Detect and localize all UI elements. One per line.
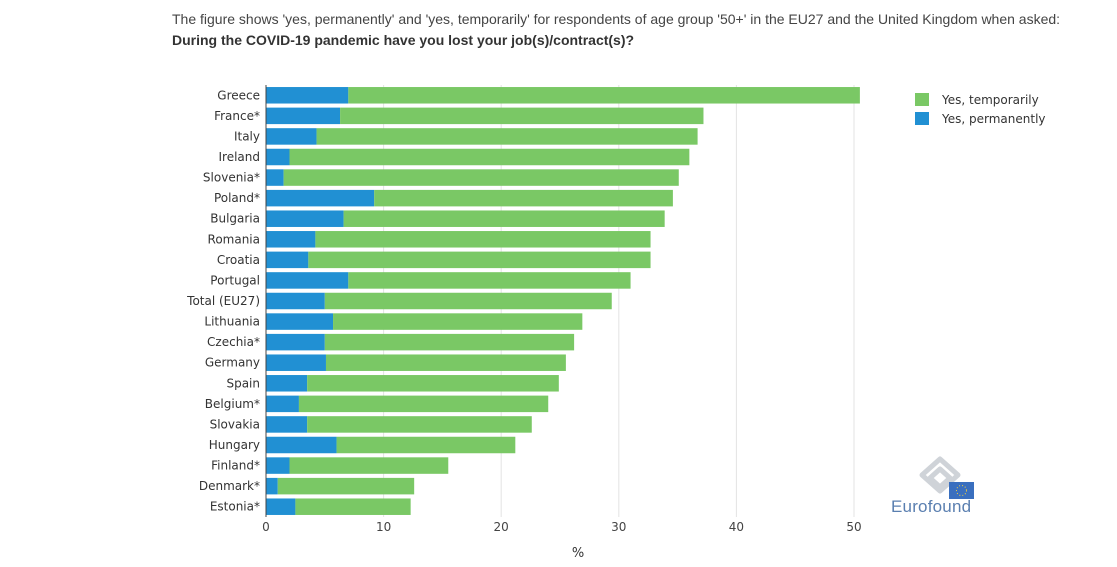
- chart-caption: The figure shows 'yes, permanently' and …: [172, 11, 1061, 27]
- legend-swatch: [915, 112, 929, 125]
- bar-temporarily: [336, 436, 516, 454]
- x-tick-label: 50: [846, 520, 861, 534]
- bar-temporarily: [298, 395, 549, 413]
- bar-permanently: [266, 436, 337, 454]
- category-label: France*: [214, 109, 260, 123]
- category-label: Croatia: [217, 253, 260, 267]
- category-label: Spain: [226, 376, 260, 390]
- category-label: Lithuania: [204, 315, 260, 329]
- legend-swatch: [915, 93, 929, 106]
- eurofound-logo: Eurofound: [888, 455, 988, 517]
- bar-permanently: [266, 477, 278, 495]
- bar-permanently: [266, 148, 290, 166]
- bar-temporarily: [307, 416, 532, 433]
- category-label: Italy: [234, 129, 260, 143]
- category-label: Finland*: [211, 459, 260, 473]
- x-tick-label: 10: [376, 520, 391, 534]
- bar-temporarily: [277, 477, 415, 495]
- bar-permanently: [266, 210, 344, 227]
- bar-temporarily: [307, 375, 559, 392]
- legend-label: Yes, permanently: [941, 112, 1046, 126]
- category-label: Germany: [205, 356, 260, 370]
- category-label: Greece: [217, 88, 260, 102]
- chart-question: During the COVID-19 pandemic have you lo…: [172, 32, 635, 48]
- bar-temporarily: [308, 251, 651, 269]
- x-axis-title: %: [572, 546, 584, 561]
- bar-permanently: [266, 313, 334, 330]
- bar-temporarily: [333, 313, 583, 330]
- eurofound-logo-icon: [919, 456, 974, 499]
- bar-permanently: [266, 251, 309, 269]
- bar-temporarily: [289, 457, 449, 474]
- bar-permanently: [266, 498, 296, 515]
- legend-label: Yes, temporarily: [941, 93, 1039, 107]
- category-label: Hungary: [209, 438, 260, 452]
- bar-permanently: [266, 457, 290, 474]
- bar-temporarily: [316, 128, 698, 145]
- x-tick-label: 20: [494, 520, 509, 534]
- bar-permanently: [266, 375, 308, 392]
- bar-permanently: [266, 292, 325, 310]
- bar-permanently: [266, 189, 375, 207]
- category-label: Portugal: [210, 273, 260, 287]
- category-label: Romania: [208, 232, 260, 246]
- bar-permanently: [266, 128, 317, 145]
- bar-permanently: [266, 107, 341, 125]
- bar-temporarily: [343, 210, 665, 227]
- category-label: Ireland: [218, 150, 260, 164]
- category-label: Estonia*: [210, 500, 260, 514]
- bar-permanently: [266, 416, 308, 433]
- category-label: Total (EU27): [186, 294, 260, 308]
- bar-permanently: [266, 231, 316, 248]
- bar-temporarily: [324, 333, 575, 351]
- bar-permanently: [266, 395, 299, 413]
- bar-temporarily: [340, 107, 704, 125]
- bar-temporarily: [295, 498, 411, 515]
- category-label: Poland*: [214, 191, 260, 205]
- bar-permanently: [266, 354, 326, 371]
- bar-temporarily: [324, 292, 612, 310]
- bar-temporarily: [315, 231, 651, 248]
- bar-temporarily: [348, 87, 860, 104]
- x-tick-label: 0: [262, 520, 270, 534]
- bar-permanently: [266, 87, 349, 104]
- x-tick-label: 30: [611, 520, 626, 534]
- category-label: Denmark*: [199, 479, 260, 493]
- bar-permanently: [266, 272, 349, 289]
- chart-header: The figure shows 'yes, permanently' and …: [172, 9, 1102, 51]
- bar-temporarily: [348, 272, 631, 289]
- bar-temporarily: [283, 169, 679, 186]
- bar-temporarily: [374, 189, 673, 207]
- bar-temporarily: [289, 148, 690, 166]
- bar-temporarily: [325, 354, 566, 371]
- x-tick-label: 40: [729, 520, 744, 534]
- category-label: Bulgaria: [210, 212, 260, 226]
- bar-permanently: [266, 169, 284, 186]
- category-label: Slovakia: [210, 417, 260, 431]
- category-label: Belgium*: [205, 397, 260, 411]
- category-label: Slovenia*: [203, 171, 260, 185]
- bar-permanently: [266, 333, 325, 351]
- category-label: Czechia*: [207, 335, 260, 349]
- eurofound-logo-text: Eurofound: [891, 497, 972, 516]
